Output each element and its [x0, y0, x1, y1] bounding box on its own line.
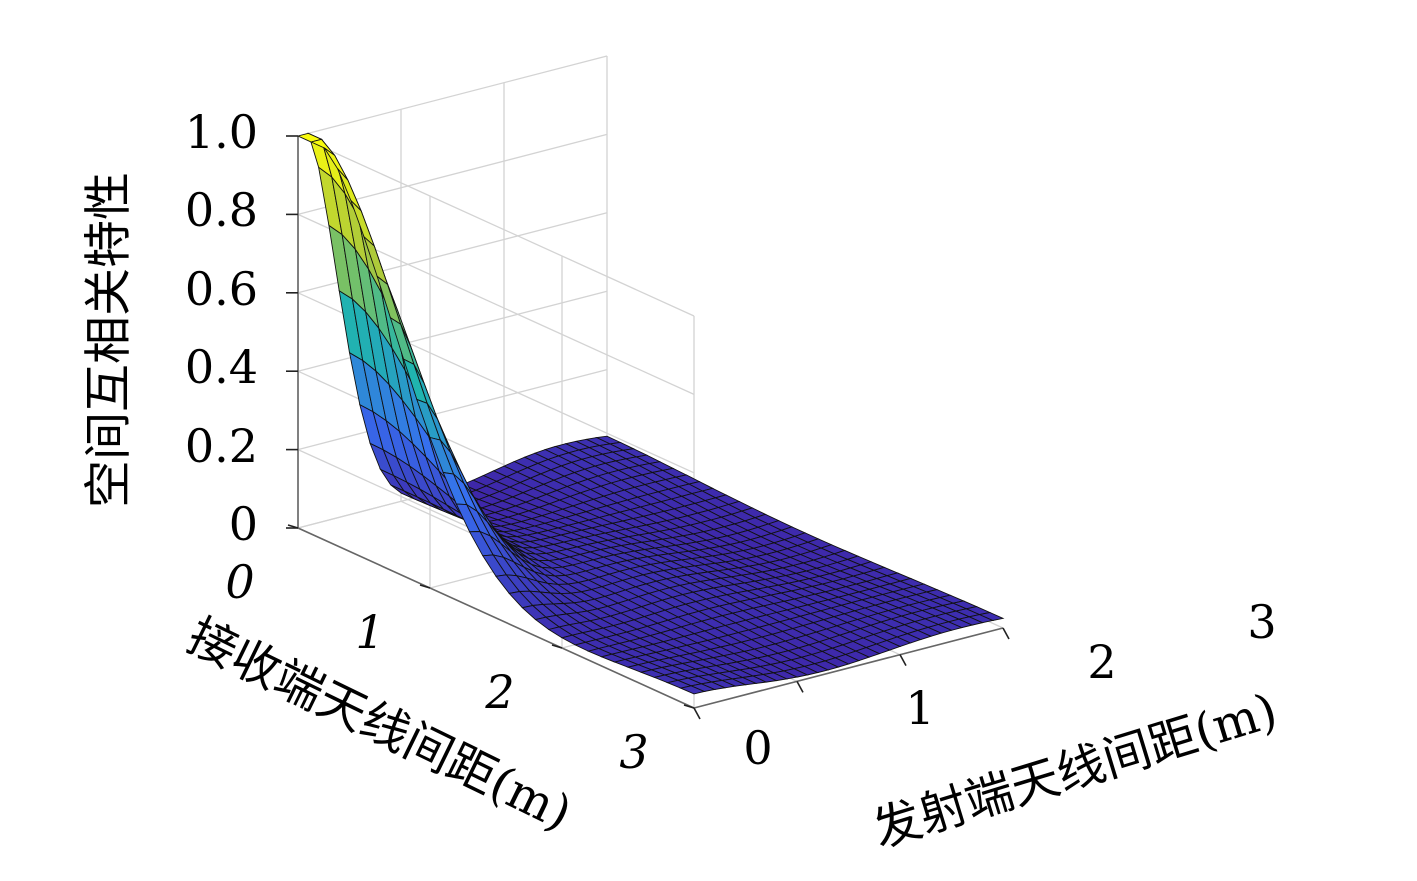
x-tick-2 — [899, 654, 907, 667]
x-tick-1 — [796, 680, 804, 693]
x-tick-label-1: 1 — [905, 681, 934, 735]
back-wall-z-gridline-2 — [297, 290, 608, 372]
x-tick-3 — [1002, 627, 1010, 640]
x-tick-0 — [693, 707, 701, 720]
y-tick-0 — [287, 524, 299, 529]
surface-mesh — [296, 132, 1005, 695]
z-tick-label-4: 0.8 — [185, 183, 258, 237]
z-axis-title: 空间互相关特性 — [81, 172, 137, 508]
x-tick-label-3: 3 — [1247, 595, 1276, 649]
y-tick-1 — [419, 584, 431, 589]
y-tick-label-1: 1 — [355, 605, 384, 659]
surface-patch-0-29 — [679, 685, 706, 695]
y-tick-label-3: 3 — [619, 725, 648, 779]
z-tick-label-3: 0.6 — [185, 262, 258, 316]
x-tick-label-2: 2 — [1087, 635, 1116, 689]
z-tick-label-5: 1.0 — [185, 105, 258, 159]
side-wall-z-gridline-5 — [297, 135, 695, 317]
z-tick-label-1: 0.2 — [185, 419, 258, 473]
y-tick-2 — [551, 644, 563, 649]
y-tick-label-0: 0 — [225, 555, 254, 609]
back-wall-z-gridline-5 — [297, 55, 608, 137]
x-axis-line — [693, 627, 1004, 709]
x-tick-label-0: 0 — [743, 721, 772, 775]
y-tick-label-2: 2 — [484, 665, 514, 719]
y-tick-3 — [683, 704, 695, 709]
back-wall-z-gridline-1 — [297, 368, 608, 451]
z-tick-label-0: 0 — [229, 497, 258, 551]
axis-ticks — [286, 135, 1010, 720]
y-axis-line — [297, 527, 695, 709]
z-tick-label-2: 0.4 — [185, 340, 258, 394]
